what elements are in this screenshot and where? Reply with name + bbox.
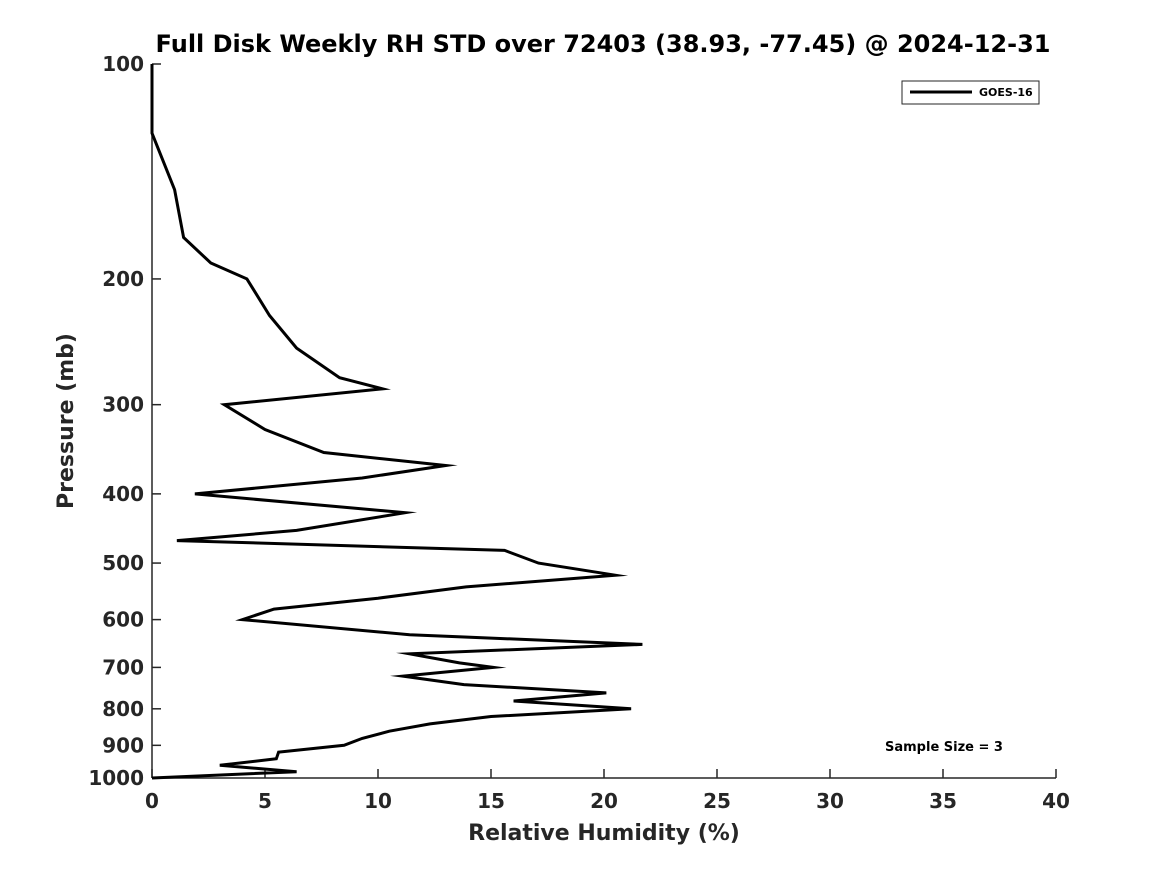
x-tick-label: 10 — [364, 789, 392, 813]
sample-size-annotation: Sample Size = 3 — [885, 740, 1003, 755]
y-tick-label: 800 — [102, 697, 144, 721]
legend-label-goes-16: GOES-16 — [979, 86, 1033, 99]
x-axis-label: Relative Humidity (%) — [468, 821, 740, 846]
x-tick-label: 15 — [477, 789, 505, 813]
y-tick-label: 700 — [102, 655, 144, 679]
y-axis-ticks: 100 200 300 400 500 600 700 800 900 1000 — [88, 52, 161, 790]
y-tick-label: 600 — [102, 608, 144, 632]
plot-area — [151, 64, 1056, 779]
y-tick-label: 900 — [102, 733, 144, 757]
series-layer — [150, 64, 643, 780]
y-tick-label: 200 — [102, 267, 144, 291]
y-tick-label: 300 — [102, 393, 144, 417]
x-tick-label: 35 — [929, 789, 957, 813]
series-line-goes-16 — [150, 64, 643, 780]
x-tick-label: 5 — [258, 789, 272, 813]
x-tick-label: 30 — [816, 789, 844, 813]
y-axis-label: Pressure (mb) — [54, 333, 79, 509]
y-tick-label: 400 — [102, 482, 144, 506]
chart-title: Full Disk Weekly RH STD over 72403 (38.9… — [156, 30, 1051, 58]
x-tick-label: 0 — [145, 789, 159, 813]
x-tick-label: 40 — [1042, 789, 1070, 813]
y-tick-label: 500 — [102, 551, 144, 575]
y-tick-label: 1000 — [88, 766, 144, 790]
x-axis-ticks: 0 5 10 15 20 25 30 35 40 — [145, 769, 1070, 813]
y-tick-label: 100 — [102, 52, 144, 76]
x-tick-label: 20 — [590, 789, 618, 813]
legend: GOES-16 — [901, 80, 1040, 105]
x-tick-label: 25 — [703, 789, 731, 813]
